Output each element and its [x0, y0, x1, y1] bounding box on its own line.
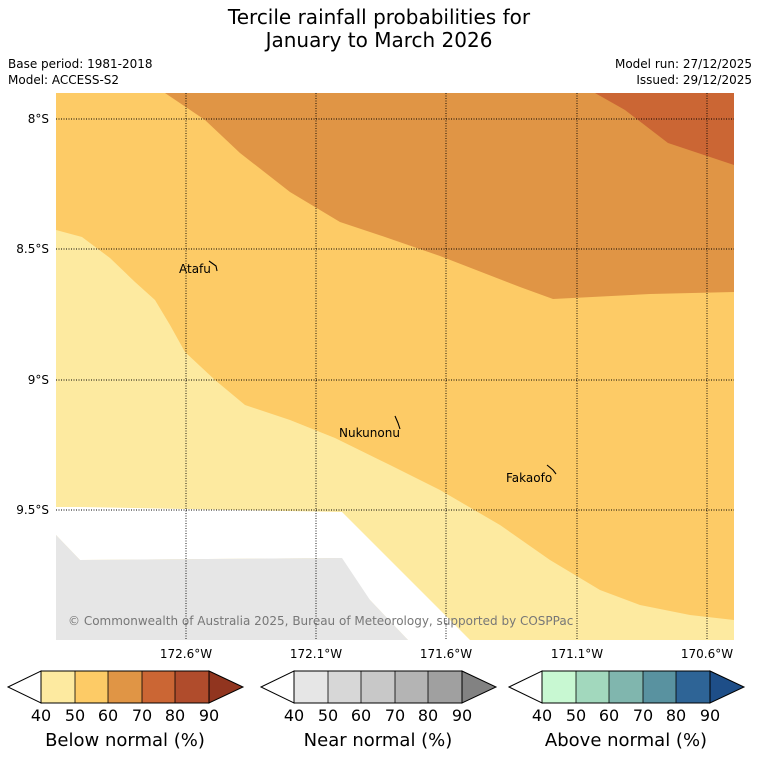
- issued-date: Issued: 29/12/2025: [636, 73, 752, 87]
- region-no-data: [56, 485, 470, 640]
- legend-above-normal-bar: [507, 670, 746, 704]
- legend-above-tick: 80: [665, 706, 687, 725]
- legend-below-tick: 90: [198, 706, 220, 725]
- region-below-60-70: [165, 93, 734, 299]
- island-shape-atafu: [208, 260, 218, 272]
- base-period: Base period: 1981-2018: [8, 57, 153, 71]
- legend-above-tick: 70: [632, 706, 654, 725]
- legend-below-tick: 50: [64, 706, 86, 725]
- legend-near-normal-bar: [259, 670, 498, 704]
- legend-near-tick: 80: [417, 706, 439, 725]
- legend-near-tick: 40: [283, 706, 305, 725]
- copyright-notice: © Commonwealth of Australia 2025, Bureau…: [68, 614, 574, 628]
- lon-label-172-1w: 172.1°W: [289, 647, 343, 661]
- map-title-line2: January to March 2026: [265, 28, 493, 52]
- lat-label-8s: 8°S: [27, 112, 49, 126]
- legend-above-tick: 60: [598, 706, 620, 725]
- legend-above-tick: 50: [565, 706, 587, 725]
- lat-label-9-5s: 9.5°S: [16, 503, 49, 517]
- island-label-nukunonu: Nukunonu: [339, 426, 400, 440]
- legend-above-tick: 40: [531, 706, 553, 725]
- probability-field: [56, 93, 734, 640]
- island-label-atafu: Atafu: [179, 262, 211, 276]
- legend-below-tick: 40: [30, 706, 52, 725]
- region-near-40-50: [56, 535, 408, 640]
- island-label-fakaofo: Fakaofo: [506, 471, 553, 485]
- legend-above-title: Above normal (%): [544, 730, 708, 751]
- legend-near-tick: 60: [350, 706, 372, 725]
- legend-near-tick: 90: [451, 706, 473, 725]
- lat-label-9s: 9°S: [27, 373, 49, 387]
- legend-above-tick: 90: [699, 706, 721, 725]
- lon-label-170-6w: 170.6°W: [680, 647, 734, 661]
- legend-below-tick: 80: [164, 706, 186, 725]
- lat-label-8-5s: 8.5°S: [16, 242, 49, 256]
- legend-near-tick: 70: [384, 706, 406, 725]
- legend-near-tick: 50: [317, 706, 339, 725]
- map-title-line1: Tercile rainfall probabilities for: [227, 5, 531, 29]
- legend-near-title: Near normal (%): [303, 730, 453, 751]
- graticule: [56, 93, 734, 640]
- legend-below-tick: 60: [97, 706, 119, 725]
- lon-label-172-6w: 172.6°W: [159, 647, 213, 661]
- lon-label-171-6w: 171.6°W: [419, 647, 473, 661]
- region-below-70-80: [595, 93, 734, 165]
- legend-below-normal-bar: [6, 670, 245, 704]
- legend-below-tick: 70: [131, 706, 153, 725]
- lon-label-171-1w: 171.1°W: [550, 647, 604, 661]
- model-run: Model run: 27/12/2025: [614, 57, 752, 71]
- island-shape-fakaofo: [546, 464, 557, 475]
- legend-below-title: Below normal (%): [45, 730, 205, 751]
- island-shape-nukunonu: [394, 415, 401, 430]
- model-name: Model: ACCESS-S2: [8, 73, 120, 87]
